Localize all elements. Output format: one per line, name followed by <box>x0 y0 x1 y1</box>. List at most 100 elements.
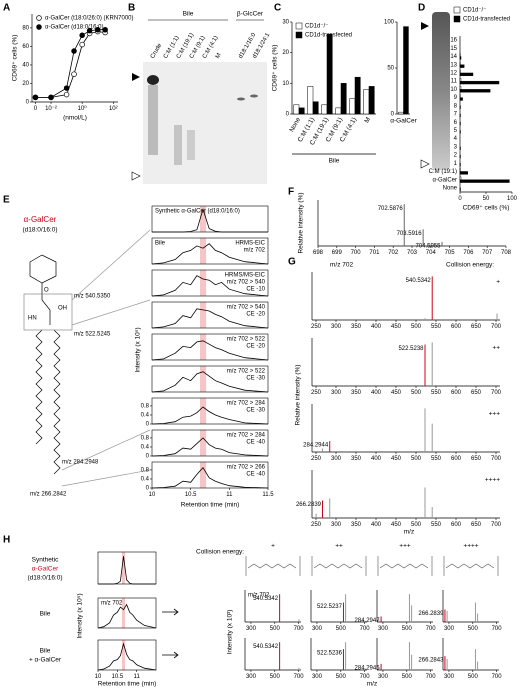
chart: 250 300 350 400 450 500 550 600 650 700 540.5342 <box>311 272 502 330</box>
plot-frame <box>97 597 157 629</box>
fragment-label: m/z 540.5350 <box>74 294 111 300</box>
highlight-band <box>121 552 126 584</box>
peak-label: 522.5237 <box>317 604 343 610</box>
trace-label: m/z 702 <box>244 248 266 254</box>
y-tick-label: 20 <box>22 81 29 87</box>
row-label: + α-GalCer <box>29 657 62 664</box>
y-tick-label: 14 <box>450 54 457 60</box>
point <box>102 26 108 33</box>
panel-letter: D <box>418 3 425 14</box>
legend-label: CD1d-transfected <box>305 33 352 39</box>
bar <box>459 146 461 150</box>
y-tick-label: 0.4 <box>141 413 150 419</box>
trace-label: m/z 702 > 540 <box>227 305 266 311</box>
plot-frame <box>151 333 269 361</box>
trace-label: CE -30 <box>246 408 265 414</box>
x-tick-label: 300 <box>378 626 389 632</box>
bar <box>459 130 461 134</box>
spectrum-header: m/z 702 <box>330 262 354 269</box>
plot-frame <box>97 551 157 585</box>
y-tick-label: α-GalCer <box>433 177 457 183</box>
bar <box>354 76 361 115</box>
x-tick-label: M <box>363 116 372 124</box>
x-tick-label: 550 <box>431 390 442 396</box>
trace-label: HRMS-EIC <box>235 241 265 247</box>
y-axis-label: Relative intensity (%) <box>298 192 305 253</box>
y-tick-label: 0 <box>26 100 30 106</box>
x-tick-label: 650 <box>471 522 482 528</box>
highlight-band <box>199 302 207 328</box>
series-line <box>35 29 106 98</box>
y-tick-label: 12 <box>450 71 457 77</box>
y-tick-label: 30 <box>282 20 289 26</box>
x-tick-label: 707 <box>482 250 493 256</box>
bar <box>459 53 461 57</box>
y-tick-label: 3 <box>454 144 458 150</box>
x-tick-label: 10.5 <box>185 492 197 498</box>
chart: 0 50 100 16 15 14 13 12 11 10 9 8 7 6 5 4 3 2 1 C:M (19:1) α… <box>429 6 518 212</box>
x-tick-label: 500 <box>270 626 281 632</box>
x-tick-label: 700 <box>426 674 437 680</box>
point <box>71 48 77 54</box>
tlc-panel: Bile β-GlcCer Crude C:M (1:1) C:M (19:1)… <box>131 11 272 184</box>
sugar-ring <box>29 254 57 284</box>
legend-marker <box>36 15 42 21</box>
fragment-box <box>23 293 73 331</box>
y-tick-label: 0 <box>146 486 150 492</box>
y-tick-label: 0.8 <box>141 435 150 441</box>
x-tick-label: 700 <box>360 674 371 680</box>
bar <box>298 107 305 115</box>
energy-header: Collision energy: <box>446 262 494 269</box>
tlc-smear <box>187 130 195 160</box>
fatty-chain <box>35 329 43 445</box>
point <box>79 32 85 39</box>
x-tick-label: 300 <box>331 456 342 462</box>
x-tick-label: 500 <box>336 674 347 680</box>
legend-marker <box>295 31 303 39</box>
trace-label: CE -40 <box>246 472 265 478</box>
x-tick-label: 300 <box>331 522 342 528</box>
legend-label: CD1d⁻/⁻ <box>463 8 486 14</box>
x-tick-label: 250 <box>311 522 322 528</box>
x-tick-label: 700 <box>360 626 371 632</box>
x-tick-label: 300 <box>312 674 323 680</box>
highlight-band <box>199 270 207 296</box>
bar <box>459 56 462 60</box>
series-line <box>97 642 157 671</box>
x-tick-label: 705 <box>445 250 456 256</box>
chart: 300 500 700 522.5236 <box>310 638 371 680</box>
y-tick-label: 20 <box>282 50 289 56</box>
y-tick-label: 4 <box>454 136 458 142</box>
chart: 300 500 700 284.2945 <box>355 638 437 680</box>
chart: 300 500 700 540.5342 <box>244 638 304 680</box>
fragment-sketch <box>377 556 433 576</box>
peak-label: 540.5342 <box>406 278 432 284</box>
x-tick-label: 700 <box>492 674 503 680</box>
chart: 300 500 700 266.2843 <box>418 638 502 680</box>
x-tick-label: 500 <box>411 324 422 330</box>
x-tick-label: None <box>288 116 302 133</box>
plot-frame <box>151 429 269 457</box>
plot-frame <box>151 205 269 233</box>
x-tick-label: 700 <box>426 626 437 632</box>
bar <box>459 61 461 65</box>
x-tick-label: 300 <box>378 674 389 680</box>
plot-frame <box>151 365 269 393</box>
series-line <box>97 603 157 629</box>
atom-label: HN <box>28 316 37 322</box>
x-tick-label: 450 <box>391 324 402 330</box>
y-tick-label: 50 <box>387 66 394 72</box>
sphingoid-chain <box>53 329 61 475</box>
peak-label: 266.2839 <box>418 611 444 617</box>
compound-subname: (d18:0/16:0) <box>22 227 57 234</box>
x-tick-label: 250 <box>311 456 322 462</box>
plot-frame <box>97 639 157 671</box>
legend-marker <box>453 15 461 23</box>
trace-note: m/z 702 <box>101 601 123 607</box>
